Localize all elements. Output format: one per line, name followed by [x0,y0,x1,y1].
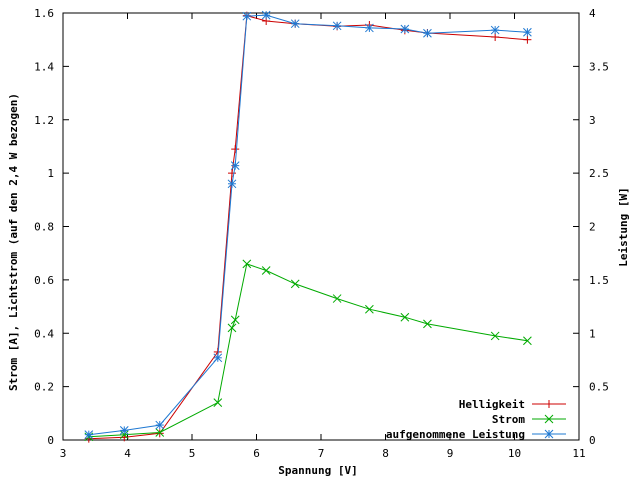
legend-marker [545,400,553,408]
data-point [213,398,223,407]
data-point [400,24,410,34]
data-point [365,23,374,33]
data-point [261,10,271,20]
x-tick-label: 8 [382,447,389,460]
legend: Helligkeit Strom aufgenommene Leistung [386,398,566,441]
data-point [365,304,374,314]
y-tick-label: 0.8 [34,221,54,234]
series-aufgenommene-leistung [84,10,532,440]
y-tick-label: 0.6 [34,274,54,287]
data-point [290,19,300,29]
x-tick-label: 9 [447,447,454,460]
y-tick-label: 0.2 [34,381,54,394]
y-tick-label: 1.6 [34,7,54,20]
series-layer [84,10,532,443]
y-tick-label: 0.4 [34,327,54,340]
x-axis-ticks: 3 4 5 6 7 8 9 10 11 [60,13,586,460]
data-point [290,279,300,289]
data-point [227,179,237,189]
data-point [332,294,342,303]
data-point [523,336,532,346]
data-point [119,426,129,435]
data-point [155,428,165,437]
y2-axis-ticks: 0 0.5 1 1.5 2 2.5 3 3.5 4 [573,7,609,447]
y-axis-ticks: 0 0.2 0.4 0.6 0.8 1 1.2 1.4 1.6 [34,7,69,447]
legend-label: aufgenommene Leistung [386,428,525,441]
x-axis-label: Spannung [V] [278,464,357,477]
data-point [261,266,271,275]
y2-tick-label: 0 [589,434,596,447]
plot-border [62,12,580,441]
data-point [242,259,252,269]
series-helligkeit [84,11,532,443]
data-point [242,11,252,21]
x-tick-label: 6 [253,447,260,460]
series-strom [84,259,532,442]
data-point [332,21,342,31]
x-tick-label: 4 [124,447,131,460]
y2-tick-label: 2.5 [589,167,609,180]
legend-label: Helligkeit [459,398,525,411]
legend-label: Strom [492,413,525,426]
data-point [491,33,500,42]
data-point [230,315,240,325]
y2-tick-label: 0.5 [589,381,609,394]
y-tick-label: 0 [47,434,54,447]
plot-frame [62,12,580,441]
x-tick-label: 10 [508,447,521,460]
data-point [227,169,236,178]
data-point [213,353,223,363]
y2-axis-label: Leistung [W] [617,187,630,266]
x-tick-label: 3 [60,447,67,460]
data-point [227,323,237,333]
legend-marker [544,414,554,424]
data-point [230,161,240,171]
series-line [88,15,528,440]
data-point [490,25,500,35]
x-tick-label: 5 [189,447,196,460]
data-point [423,319,432,329]
x-tick-label: 11 [572,447,585,460]
series-line [88,14,528,436]
data-point [400,312,410,322]
data-point [155,429,164,438]
data-point [84,430,94,440]
legend-marker [544,429,554,439]
data-point [155,420,165,430]
x-tick-label: 7 [318,447,325,460]
data-point [231,145,240,154]
y-axis-label: Strom [A], Lichtstrom (auf den 2,4 W bez… [7,93,20,391]
y-tick-label: 1 [47,167,54,180]
y-tick-label: 1.2 [34,114,54,127]
y2-tick-label: 1 [589,327,596,340]
data-point [523,27,532,37]
data-point [523,35,532,44]
data-point [490,331,500,341]
y2-tick-label: 2 [589,221,596,234]
y2-tick-label: 1.5 [589,274,609,287]
data-point [423,28,432,38]
y2-tick-label: 3.5 [589,60,609,73]
y2-tick-label: 4 [589,7,596,20]
data-point [119,430,129,440]
y-tick-label: 1.4 [34,60,54,73]
y2-tick-label: 3 [589,114,596,127]
